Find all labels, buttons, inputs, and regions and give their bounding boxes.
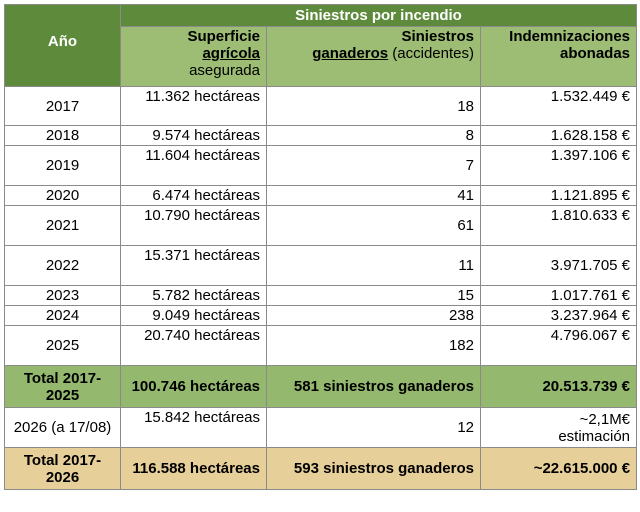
year-cell: 2018 (4, 125, 121, 146)
claims-cell: 8 (266, 125, 481, 146)
claims-cell: 18 (266, 86, 481, 126)
claims-cell: 182 (266, 325, 481, 366)
compensation-cell: 1.017.761 € (479, 285, 638, 306)
claims-cell: 41 (266, 185, 481, 206)
year-cell: 2017 (4, 86, 121, 126)
year-cell: 2020 (4, 185, 121, 206)
table-row: 2023 5.782 hectáreas 15 1.017.761 € (4, 285, 638, 306)
year-header: Año (4, 26, 121, 87)
total-compensation-cell: ~22.615.000 € (479, 447, 638, 490)
area-cell: 20.740 hectáreas (120, 325, 267, 366)
area-header: Superficie agrícola asegurada (120, 26, 267, 87)
claims-cell: 61 (266, 205, 481, 246)
table-row: 2024 9.049 hectáreas 238 3.237.964 € (4, 305, 638, 326)
compensation-cell: 1.810.633 € (479, 205, 638, 246)
year-cell: 2019 (4, 145, 121, 186)
total-claims-cell: 593 siniestros ganaderos (266, 447, 481, 490)
claims-header: Siniestros ganaderos (accidentes) (266, 26, 481, 87)
compensation-cell: 1.397.106 € (479, 145, 638, 186)
area-cell: 15.842 hectáreas (120, 407, 267, 448)
compensation-cell: 3.237.964 € (479, 305, 638, 326)
compensation-cell: 3.971.705 € (479, 245, 638, 286)
compensation-cell: 1.121.895 € (479, 185, 638, 206)
total-area-cell: 100.746 hectáreas (120, 365, 267, 408)
table-row: 2020 6.474 hectáreas 41 1.121.895 € (4, 185, 638, 206)
table-row: 2018 9.574 hectáreas 8 1.628.158 € (4, 125, 638, 146)
year-cell: 2024 (4, 305, 121, 326)
total-compensation-cell: 20.513.739 € (479, 365, 638, 408)
compensation-header: Indemnizaciones abonadas (479, 26, 638, 87)
table-row: 2017 11.362 hectáreas 18 1.532.449 € (4, 86, 638, 126)
total-row-2017-2025: Total 2017-2025 100.746 hectáreas 581 si… (4, 365, 638, 408)
table-row: 2025 20.740 hectáreas 182 4.796.067 € (4, 325, 638, 366)
claims-cell: 7 (266, 145, 481, 186)
area-cell: 6.474 hectáreas (120, 185, 267, 206)
total-year-cell: Total 2017-2025 (4, 365, 121, 408)
claims-cell: 238 (266, 305, 481, 326)
fire-claims-table: Siniestros por incendio Año Superficie a… (4, 4, 638, 490)
claims-cell: 11 (266, 245, 481, 286)
year-cell: 2026 (a 17/08) (4, 407, 121, 448)
table-row: 2022 15.371 hectáreas 11 3.971.705 € (4, 245, 638, 286)
table-row: 2021 10.790 hectáreas 61 1.810.633 € (4, 205, 638, 246)
claims-cell: 12 (266, 407, 481, 448)
area-cell: 15.371 hectáreas (120, 245, 267, 286)
table-row-2026: 2026 (a 17/08) 15.842 hectáreas 12 ~2,1M… (4, 407, 638, 448)
claims-cell: 15 (266, 285, 481, 306)
area-cell: 11.604 hectáreas (120, 145, 267, 186)
compensation-cell: 4.796.067 € (479, 325, 638, 366)
compensation-cell: ~2,1M€ estimación (479, 407, 638, 448)
total-year-cell: Total 2017-2026 (4, 447, 121, 490)
total-area-cell: 116.588 hectáreas (120, 447, 267, 490)
year-cell: 2023 (4, 285, 121, 306)
total-row-2017-2026: Total 2017-2026 116.588 hectáreas 593 si… (4, 447, 638, 490)
table-row: 2019 11.604 hectáreas 7 1.397.106 € (4, 145, 638, 186)
compensation-cell: 1.532.449 € (479, 86, 638, 126)
group-header: Siniestros por incendio (119, 4, 638, 27)
area-cell: 9.049 hectáreas (120, 305, 267, 326)
compensation-cell: 1.628.158 € (479, 125, 638, 146)
header-corner (4, 4, 121, 27)
area-cell: 11.362 hectáreas (120, 86, 267, 126)
year-cell: 2025 (4, 325, 121, 366)
year-cell: 2022 (4, 245, 121, 286)
area-cell: 5.782 hectáreas (120, 285, 267, 306)
area-cell: 9.574 hectáreas (120, 125, 267, 146)
year-cell: 2021 (4, 205, 121, 246)
total-claims-cell: 581 siniestros ganaderos (266, 365, 481, 408)
area-cell: 10.790 hectáreas (120, 205, 267, 246)
